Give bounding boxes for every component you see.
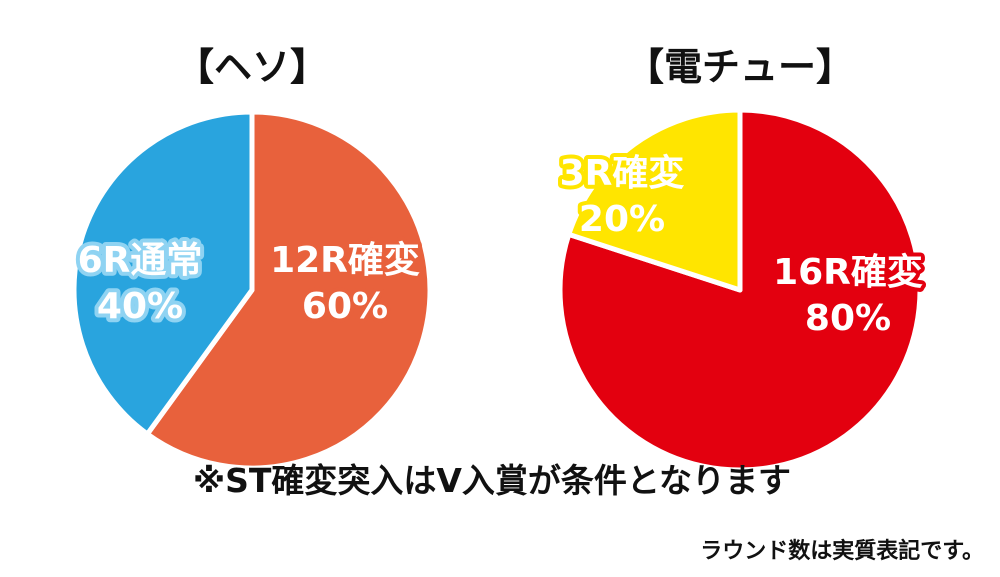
- pie-title: 【電チュー】: [626, 45, 854, 89]
- pie-chart-1: 【ヘソ】 12R確変 60% 6R通常 40%: [71, 45, 433, 471]
- slice-label: 16R確変: [773, 251, 923, 293]
- slice-value-label: 60%: [302, 286, 388, 327]
- pie-slice: [566, 107, 743, 293]
- slice-value-label: 40%: [97, 286, 183, 327]
- footnote: ※ST確変突入はV入賞が条件となります: [193, 461, 791, 500]
- pie-slice: [71, 109, 255, 437]
- pie-slice: [144, 109, 433, 471]
- slice-label: 6R通常: [78, 240, 203, 281]
- pie-slice: [557, 107, 923, 473]
- slice-label: 12R確変: [270, 239, 420, 281]
- slice-value-label: 20%: [579, 199, 665, 240]
- round-note: ラウンド数は実質表記です。: [700, 538, 984, 564]
- slice-label: 3R確変: [560, 152, 685, 194]
- slice-value-label: 80%: [805, 298, 891, 339]
- pie-chart-2: 【電チュー】 16R確変 80% 3R確変 20%: [556, 45, 927, 473]
- pie-title: 【ヘソ】: [176, 45, 328, 89]
